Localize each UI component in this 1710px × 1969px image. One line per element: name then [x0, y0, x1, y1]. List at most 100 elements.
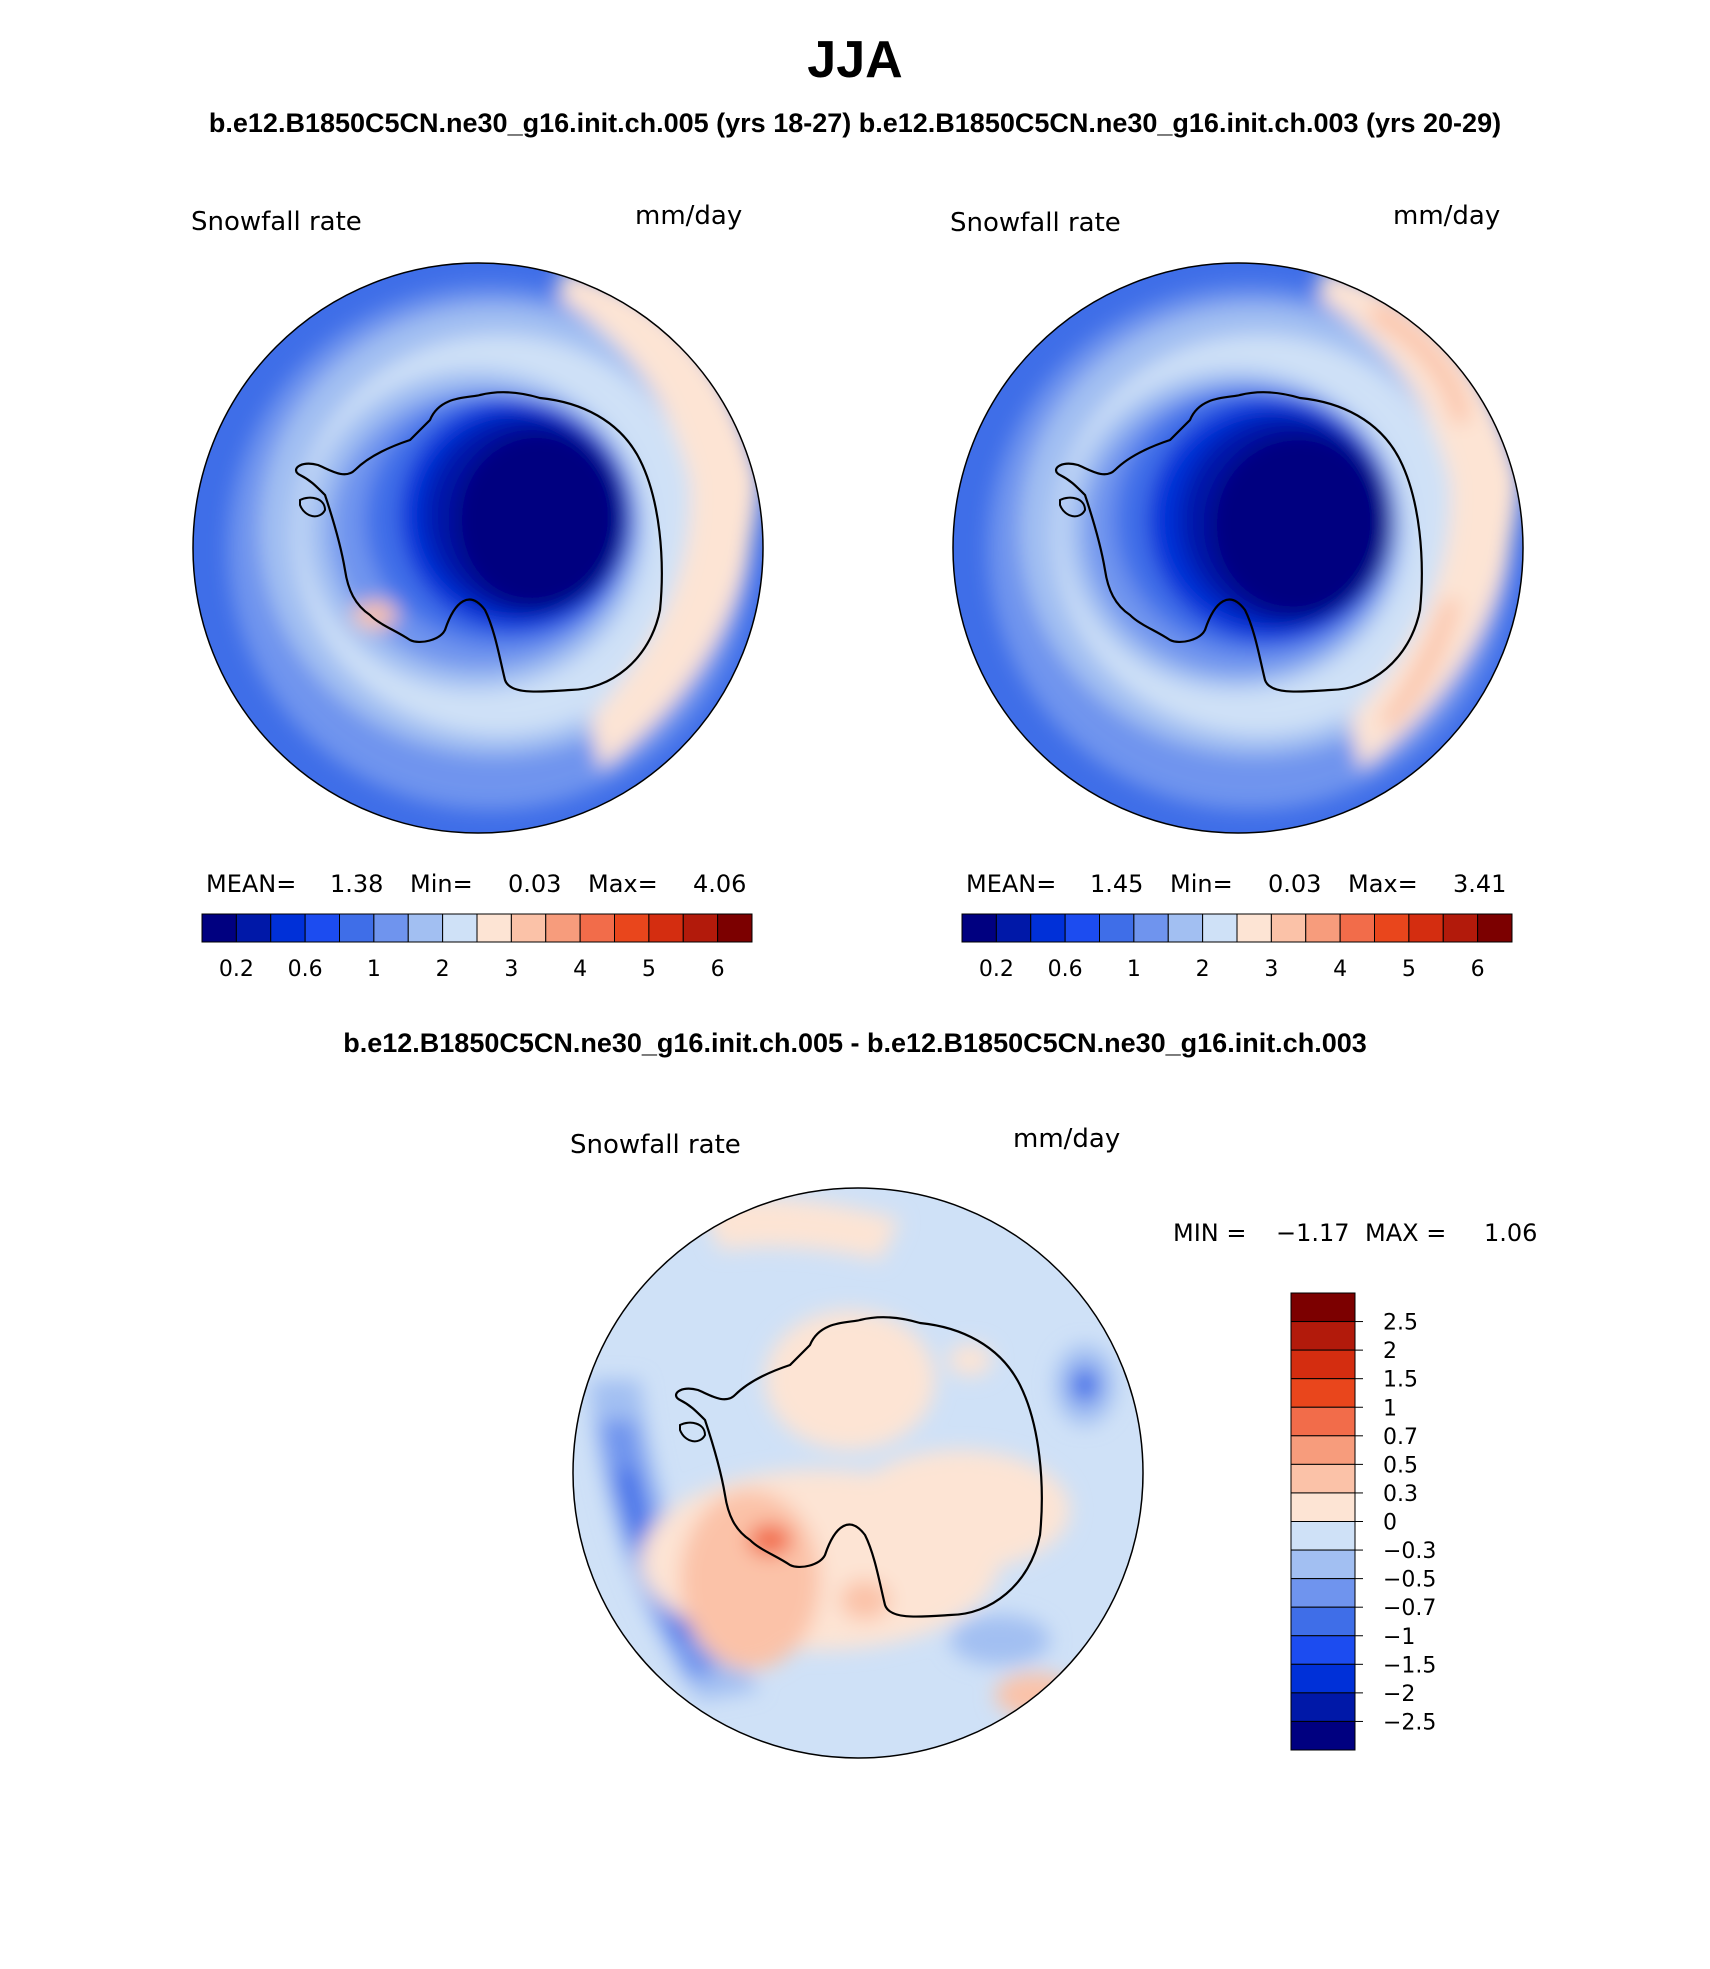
colorbar-tick-label: −2.5: [1383, 1710, 1436, 1735]
colorbar-swatch: [1290, 1435, 1356, 1465]
colorbar-tick-label: 0.5: [1383, 1453, 1418, 1478]
colorbar-swatch: [1290, 1463, 1356, 1494]
colorbar-swatch: [1290, 1292, 1356, 1323]
panel-1-max-value: 4.06: [693, 870, 746, 898]
difference-colorbar-ticks: 2.5 2 1.5 1 0.7 0.5 0.3 0 −0.3 −0.5 −0.7 −1 −1.5 −2 −2…: [1355, 1311, 1436, 1735]
panel-1-max-label: Max=: [588, 870, 658, 898]
colorbar-swatch: [717, 913, 753, 943]
colorbar-tick-label: 2.5: [1383, 1311, 1418, 1336]
colorbar-swatch: [1374, 913, 1410, 943]
difference-units-label: mm/day: [1013, 1124, 1120, 1154]
colorbar-swatch: [1202, 913, 1238, 943]
panel-2-max-value: 3.41: [1453, 870, 1506, 898]
difference-map-border: [572, 1187, 1144, 1759]
panel-2-min-value: 0.03: [1268, 870, 1321, 898]
colorbar-tick-label: 0.6: [1048, 957, 1083, 982]
panel-2-map-border: [952, 262, 1524, 834]
colorbar-swatch: [995, 913, 1032, 943]
colorbar-swatch: [510, 913, 547, 943]
colorbar-tick-label: 6: [711, 957, 725, 982]
colorbar-swatch: [1290, 1549, 1356, 1580]
difference-title: b.e12.B1850C5CN.ne30_g16.init.ch.005 - b…: [343, 1028, 1367, 1058]
colorbar-swatch: [1236, 913, 1272, 943]
colorbar-swatch: [1167, 913, 1204, 943]
colorbar-swatch: [648, 913, 684, 943]
colorbar-swatch: [1290, 1635, 1356, 1665]
colorbar-swatch: [1290, 1606, 1356, 1637]
colorbar-tick-label: 2: [1383, 1339, 1397, 1364]
difference-panel: Snowfall rate mm/day: [570, 1124, 1537, 1759]
colorbar-tick-label: −1: [1383, 1625, 1415, 1650]
panel-2-mean-label: MEAN=: [966, 870, 1056, 898]
colorbar-tick-label: 0.6: [288, 957, 323, 982]
difference-max-value: 1.06: [1484, 1219, 1537, 1247]
colorbar-swatch: [545, 913, 581, 943]
colorbar-swatch: [1290, 1521, 1356, 1551]
colorbar-swatch: [1290, 1492, 1356, 1522]
colorbar-swatch: [1305, 913, 1341, 943]
colorbar-tick-label: 2: [436, 957, 450, 982]
colorbar-swatch: [1408, 913, 1444, 943]
colorbar-swatch: [1064, 913, 1100, 943]
colorbar-swatch: [1099, 913, 1135, 943]
colorbar-tick-label: 1: [367, 957, 381, 982]
colorbar-tick-label: 3: [504, 957, 518, 982]
panel-2-max-label: Max=: [1348, 870, 1418, 898]
colorbar-swatch: [304, 913, 340, 943]
colorbar-tick-label: 0.7: [1383, 1425, 1418, 1450]
colorbar-swatch: [235, 913, 272, 943]
colorbar-swatch: [1442, 913, 1479, 943]
colorbar-tick-label: −1.5: [1383, 1653, 1436, 1678]
colorbar-swatch: [1290, 1406, 1356, 1437]
panel-2-colorbar: [961, 913, 1513, 943]
main-title: JJA: [807, 31, 903, 89]
colorbar-swatch: [1339, 913, 1375, 943]
colorbar-tick-label: −0.5: [1383, 1568, 1436, 1593]
colorbar-swatch: [1290, 1349, 1356, 1380]
difference-variable-label: Snowfall rate: [570, 1130, 741, 1160]
colorbar-tick-label: 4: [1333, 957, 1347, 982]
colorbar-tick-label: 0.2: [979, 957, 1014, 982]
colorbar-tick-label: −2: [1383, 1682, 1415, 1707]
colorbar-tick-label: 6: [1471, 957, 1485, 982]
difference-max-label: MAX =: [1365, 1219, 1446, 1247]
colorbar-swatch: [1290, 1578, 1356, 1608]
colorbar-swatch: [1290, 1692, 1356, 1722]
colorbar-swatch: [682, 913, 719, 943]
panel-1-colorbar: [201, 913, 753, 943]
panel-2-min-label: Min=: [1170, 870, 1233, 898]
colorbar-swatch: [1290, 1663, 1356, 1694]
panel-1-polar-map: [193, 263, 763, 833]
panel-1-mean-label: MEAN=: [206, 870, 296, 898]
panel-1-units-label: mm/day: [635, 201, 742, 231]
colorbar-tick-label: −0.3: [1383, 1539, 1436, 1564]
colorbar-swatch: [270, 913, 306, 943]
colorbar-tick-label: 0.3: [1383, 1482, 1418, 1507]
difference-min-value: −1.17: [1276, 1219, 1350, 1247]
colorbar-swatch: [1290, 1321, 1356, 1351]
colorbar-swatch: [614, 913, 650, 943]
panel-1-map-border: [192, 262, 764, 834]
colorbar-tick-label: 3: [1264, 957, 1278, 982]
colorbar-tick-label: 5: [642, 957, 656, 982]
colorbar-swatch: [1290, 1720, 1356, 1751]
colorbar-swatch: [339, 913, 375, 943]
colorbar-tick-label: 4: [573, 957, 587, 982]
panel-2-colorbar-ticks: 0.2 0.6 1 2 3 4 5 6: [979, 957, 1485, 982]
colorbar-tick-label: −0.7: [1383, 1596, 1436, 1621]
colorbar-swatch: [442, 913, 478, 943]
colorbar-swatch: [1270, 913, 1307, 943]
panel-1-min-label: Min=: [410, 870, 473, 898]
colorbar-tick-label: 1: [1383, 1396, 1397, 1421]
subtitle: b.e12.B1850C5CN.ne30_g16.init.ch.005 (yr…: [208, 108, 1502, 138]
panel-2-units-label: mm/day: [1393, 201, 1500, 231]
colorbar-tick-label: 0: [1383, 1511, 1397, 1536]
panel-1-min-value: 0.03: [508, 870, 561, 898]
colorbar-swatch: [407, 913, 444, 943]
panel-2-mean-value: 1.45: [1090, 870, 1143, 898]
colorbar-tick-label: 5: [1402, 957, 1416, 982]
panel-2-variable-label: Snowfall rate: [950, 208, 1121, 238]
colorbar-swatch: [201, 913, 237, 943]
colorbar-tick-label: 1.5: [1383, 1368, 1418, 1393]
panel-1-mean-value: 1.38: [330, 870, 383, 898]
